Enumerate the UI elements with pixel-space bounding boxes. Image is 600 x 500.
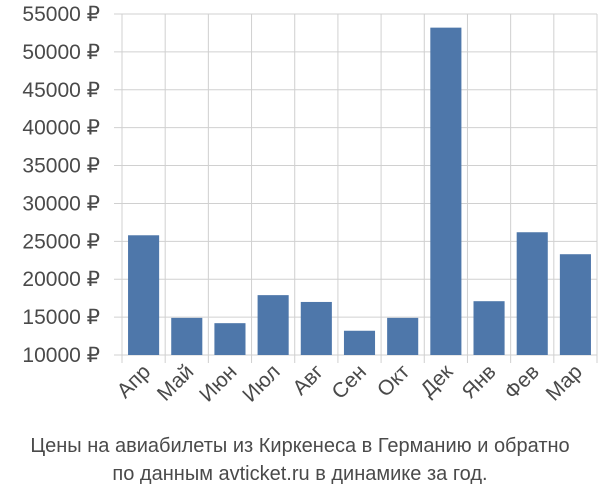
x-tick-label: Янв bbox=[458, 360, 501, 403]
y-tick-label: 40000 ₽ bbox=[22, 117, 100, 140]
x-tick-label: Сен bbox=[328, 360, 371, 403]
y-tick-label: 25000 ₽ bbox=[22, 230, 100, 253]
x-tick-label: Авг bbox=[288, 360, 328, 400]
bar-3 bbox=[257, 295, 289, 355]
x-tick-label: Май bbox=[153, 360, 198, 405]
bar-7 bbox=[430, 27, 462, 355]
bar-2 bbox=[214, 323, 246, 355]
x-tick-label: Дек bbox=[416, 360, 458, 402]
x-tick-label: Фев bbox=[500, 360, 544, 404]
y-tick-label: 45000 ₽ bbox=[22, 79, 100, 102]
grid-lines bbox=[114, 13, 598, 363]
x-tick-label: Окт bbox=[373, 360, 415, 402]
x-tick-label: Апр bbox=[113, 360, 155, 402]
bar-5 bbox=[343, 330, 376, 355]
bars bbox=[128, 27, 591, 355]
bar-4 bbox=[300, 301, 332, 355]
bar-1 bbox=[171, 317, 203, 355]
bar-8 bbox=[473, 301, 505, 355]
y-tick-label: 50000 ₽ bbox=[22, 41, 100, 64]
x-tick-label: Мар bbox=[542, 360, 587, 405]
y-tick-label: 55000 ₽ bbox=[22, 3, 100, 26]
bar-0 bbox=[128, 235, 160, 355]
y-tick-label: 35000 ₽ bbox=[22, 155, 100, 178]
chart-caption-line-2: по данным avticket.ru в динамике за год. bbox=[112, 463, 488, 485]
chart-caption-line-1: Цены на авиабилеты из Киркенеса в Герман… bbox=[30, 435, 570, 457]
y-tick-label: 10000 ₽ bbox=[22, 344, 100, 367]
bar-9 bbox=[516, 232, 548, 355]
y-tick-label: 20000 ₽ bbox=[22, 268, 100, 291]
bar-6 bbox=[387, 317, 419, 355]
x-tick-label: Июл bbox=[238, 360, 284, 406]
price-bar-chart: 10000 ₽ 15000 ₽ 20000 ₽ 25000 ₽ 30000 ₽ 35000… bbox=[22, 3, 598, 407]
bar-10 bbox=[559, 254, 591, 355]
y-tick-label: 15000 ₽ bbox=[22, 306, 100, 329]
y-axis-ticks: 10000 ₽ 15000 ₽ 20000 ₽ 25000 ₽ 30000 ₽ 35000… bbox=[22, 3, 100, 367]
x-tick-label: Июн bbox=[195, 360, 241, 406]
y-tick-label: 30000 ₽ bbox=[22, 192, 100, 215]
